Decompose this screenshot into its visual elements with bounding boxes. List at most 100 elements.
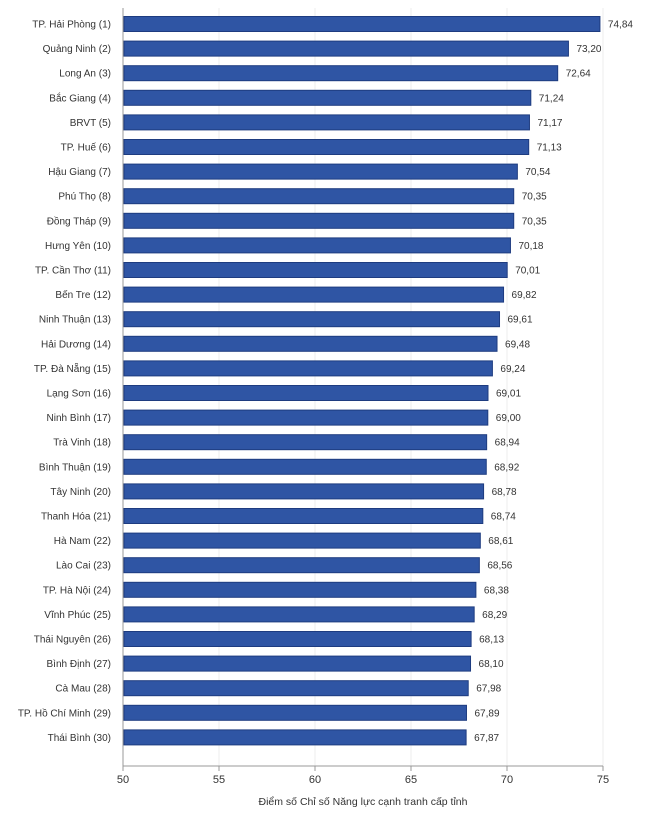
category-label: Hà Nam (22) (54, 536, 111, 547)
bar (123, 188, 515, 205)
value-label: 69,61 (508, 315, 533, 326)
category-label: Phú Thọ (8) (58, 192, 111, 203)
value-label: 71,24 (539, 93, 564, 104)
value-label: 68,94 (495, 438, 520, 449)
value-label: 69,00 (496, 413, 521, 424)
bar (123, 434, 488, 451)
bars: TP. Hải Phòng (1) 74,84 Quảng Ninh (2) 73,2… (18, 16, 633, 746)
category-label: TP. Huế (6) (61, 142, 111, 154)
bar (123, 311, 501, 328)
axes: 50 55 60 65 70 75 (117, 8, 609, 786)
category-label: BRVT (5) (70, 118, 111, 129)
category-label: Long An (3) (59, 69, 111, 80)
category-label: Hưng Yên (10) (45, 241, 111, 252)
value-label: 68,92 (494, 462, 519, 473)
category-label: Bình Thuận (19) (39, 462, 111, 473)
value-label: 68,10 (479, 659, 504, 670)
value-label: 71,13 (537, 143, 562, 154)
value-label: 70,54 (525, 167, 550, 178)
x-tick-label: 70 (501, 774, 513, 786)
x-tick-label: 65 (405, 774, 417, 786)
value-label: 69,48 (505, 339, 530, 350)
bar (123, 606, 475, 623)
category-label: Trà Vinh (18) (53, 438, 111, 449)
bar (123, 704, 467, 721)
value-label: 74,84 (608, 20, 633, 31)
bar (123, 729, 467, 746)
category-label: TP. Hồ Chí Minh (29) (18, 707, 111, 719)
bar (123, 581, 477, 598)
category-label: TP. Đà Nẵng (15) (34, 362, 111, 375)
bar (123, 114, 530, 131)
category-label: Hậu Giang (7) (48, 167, 111, 178)
value-label: 67,87 (474, 733, 499, 744)
category-label: Đồng Tháp (9) (47, 215, 111, 227)
x-tick-label: 50 (117, 774, 129, 786)
category-label: Cà Mau (28) (55, 684, 111, 695)
category-label: Tây Ninh (20) (50, 487, 111, 498)
value-label: 70,35 (522, 192, 547, 203)
bar (123, 508, 484, 524)
category-label: TP. Hà Nội (24) (43, 585, 111, 596)
category-label: Lào Cai (23) (56, 561, 111, 572)
category-label: Bắc Giang (4) (49, 91, 111, 104)
category-label: TP. Cần Thơ (11) (35, 265, 111, 277)
bar (123, 89, 532, 106)
bar (123, 335, 498, 352)
value-label: 69,82 (512, 290, 537, 301)
bar (123, 631, 472, 647)
value-label: 68,13 (479, 635, 504, 646)
value-label: 73,20 (576, 44, 601, 55)
category-label: Thái Bình (30) (48, 733, 111, 744)
value-label: 68,78 (492, 487, 517, 498)
bar (123, 237, 511, 254)
bar (123, 212, 515, 229)
category-label: Lạng Sơn (16) (47, 389, 111, 400)
bar (123, 385, 489, 401)
value-label: 68,29 (482, 610, 507, 621)
category-label: Thái Nguyên (26) (34, 635, 111, 646)
bar (123, 680, 469, 697)
category-label: Ninh Thuận (13) (39, 315, 111, 326)
bar (123, 655, 472, 672)
bar (123, 360, 493, 377)
bar (123, 409, 489, 426)
value-label: 70,01 (515, 266, 540, 277)
bar (123, 458, 487, 475)
category-label: TP. Hải Phòng (1) (32, 20, 111, 31)
bar (123, 40, 569, 57)
category-label: Hải Dương (14) (41, 339, 111, 350)
value-label: 70,18 (518, 241, 543, 252)
value-label: 67,98 (476, 684, 501, 695)
category-label: Thanh Hóa (21) (41, 512, 111, 523)
value-label: 68,61 (488, 536, 513, 547)
x-tick-label: 75 (597, 774, 609, 786)
bar (123, 286, 505, 303)
category-label: Vĩnh Phúc (25) (44, 610, 111, 621)
value-label: 72,64 (566, 69, 591, 80)
value-label: 69,01 (496, 389, 521, 400)
bar (123, 139, 530, 155)
bar (123, 483, 485, 500)
category-label: Bến Tre (12) (55, 289, 111, 301)
value-label: 68,38 (484, 585, 509, 596)
bar (123, 557, 480, 574)
category-label: Ninh Bình (17) (47, 413, 111, 424)
bar (123, 532, 481, 549)
x-tick-label: 55 (213, 774, 225, 786)
category-label: Quảng Ninh (2) (43, 44, 111, 55)
bar (123, 262, 508, 278)
value-label: 68,56 (487, 561, 512, 572)
bar (123, 163, 518, 180)
value-label: 71,17 (537, 118, 562, 129)
value-label: 67,89 (474, 708, 499, 719)
value-label: 70,35 (522, 216, 547, 227)
x-axis-label: Điểm số Chỉ số Năng lực cạnh tranh cấp t… (259, 796, 468, 808)
value-label: 69,24 (500, 364, 525, 375)
bar (123, 16, 601, 32)
value-label: 68,74 (491, 512, 516, 523)
bar (123, 65, 559, 82)
category-label: Bình Định (27) (47, 659, 111, 670)
x-tick-label: 60 (309, 774, 321, 786)
